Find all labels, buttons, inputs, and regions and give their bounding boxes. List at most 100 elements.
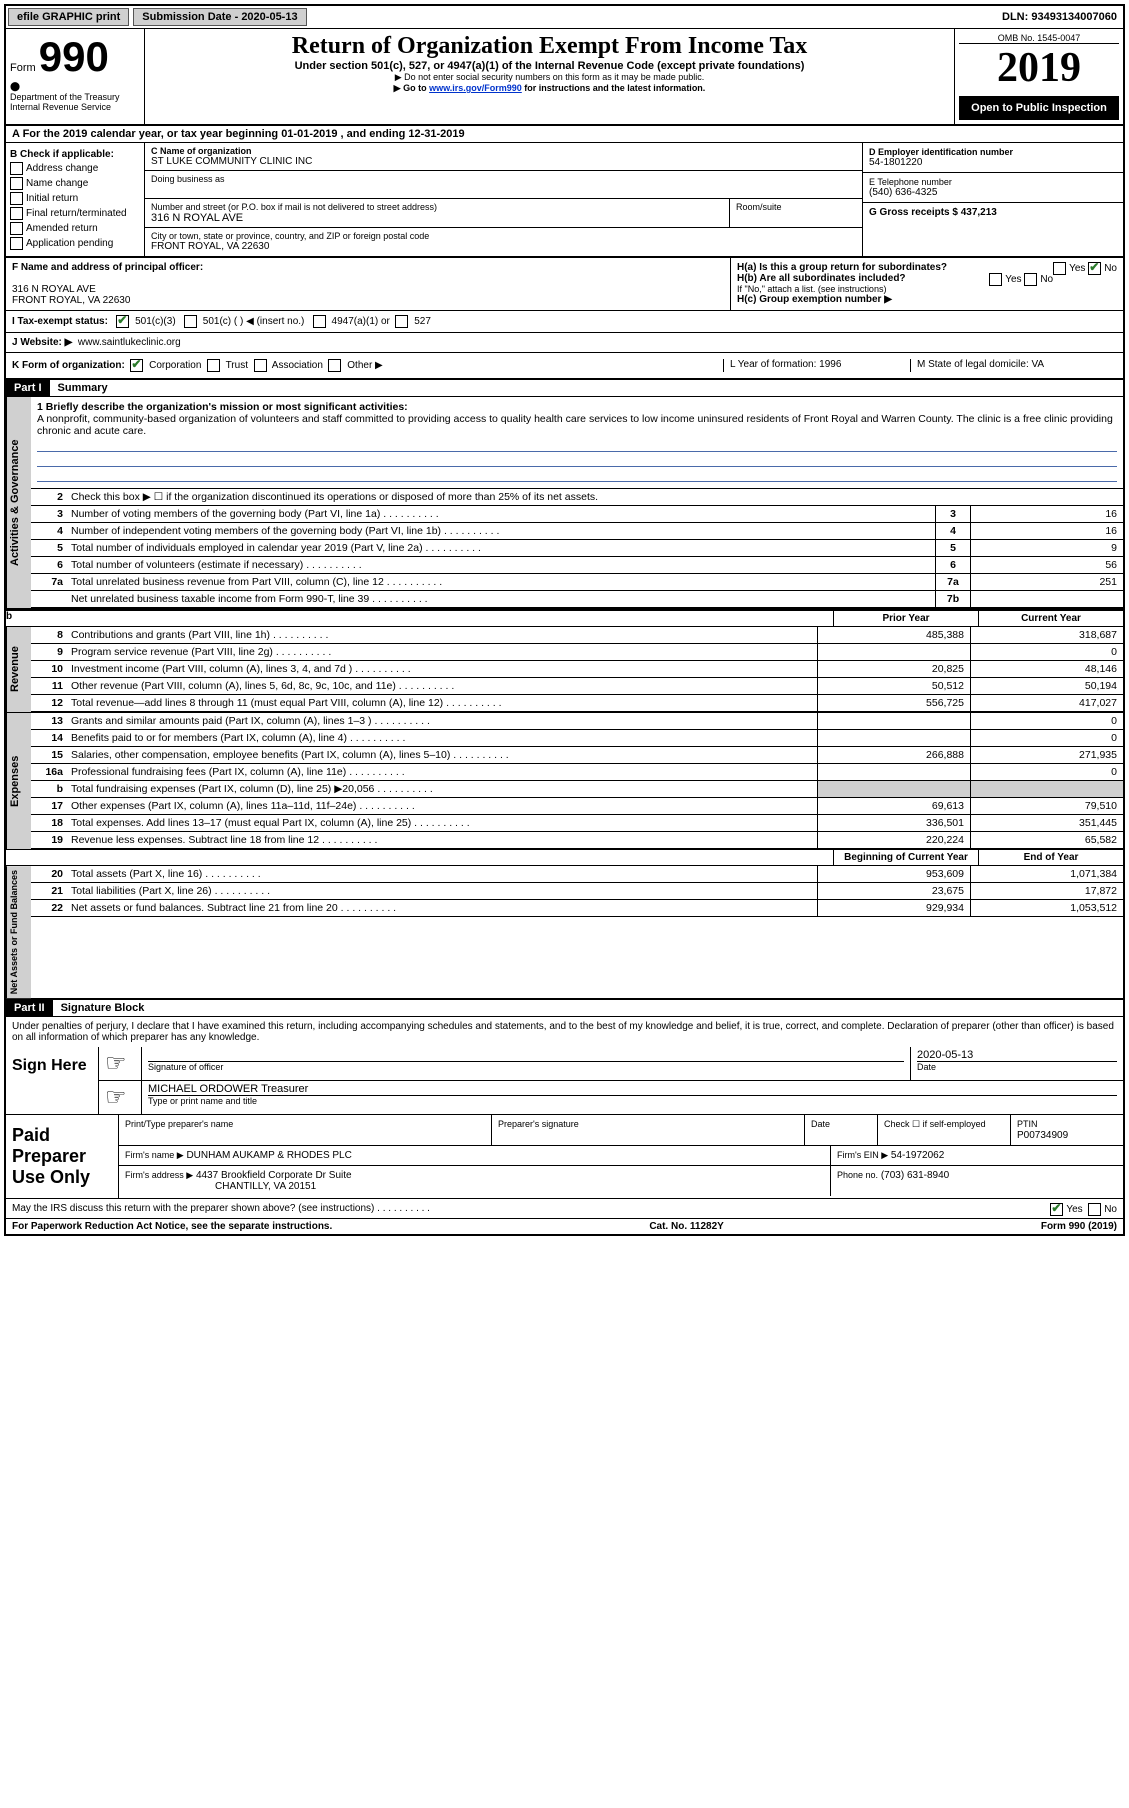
ein-value: 54-1801220 <box>869 157 1117 168</box>
page-footer: For Paperwork Reduction Act Notice, see … <box>6 1219 1123 1234</box>
form-990-document: efile GRAPHIC print Submission Date - 20… <box>4 4 1125 1236</box>
form990-link[interactable]: www.irs.gov/Form990 <box>429 83 522 93</box>
footer-right: Form 990 (2019) <box>1041 1221 1117 1232</box>
boy-eoy-header: Beginning of Current Year End of Year <box>6 850 1123 866</box>
part1-header: Part I <box>6 380 50 396</box>
prep-date-label: Date <box>811 1119 830 1129</box>
section-a: A For the 2019 calendar year, or tax yea… <box>6 126 1123 143</box>
summary-line: 12 Total revenue—add lines 8 through 11 … <box>31 695 1123 712</box>
form-number: 990 <box>39 33 109 80</box>
summary-line: 4 Number of independent voting members o… <box>31 523 1123 540</box>
col-eoy: End of Year <box>978 850 1123 865</box>
mission-text: A nonprofit, community-based organizatio… <box>37 413 1117 437</box>
col-prior: Prior Year <box>833 611 978 626</box>
summary-line: 10 Investment income (Part VIII, column … <box>31 661 1123 678</box>
summary-line: 19 Revenue less expenses. Subtract line … <box>31 832 1123 849</box>
sign-here-row: Sign Here ☞ Signature of officer 2020-05… <box>6 1047 1123 1115</box>
opt-527: 527 <box>414 316 431 327</box>
prep-sig-label: Preparer's signature <box>498 1119 579 1129</box>
section-f: F Name and address of principal officer:… <box>6 258 730 310</box>
ha-yes[interactable] <box>1053 262 1066 275</box>
section-l: L Year of formation: 1996 <box>723 359 910 372</box>
checkbox-pending[interactable] <box>10 237 23 250</box>
irs-label: Internal Revenue Service <box>10 102 140 112</box>
prep-name-label: Print/Type preparer's name <box>125 1119 233 1129</box>
ck-assoc[interactable] <box>254 359 267 372</box>
opt-corp: Corporation <box>149 360 201 371</box>
officer-label: F Name and address of principal officer: <box>12 262 724 273</box>
efile-print-button[interactable]: efile GRAPHIC print <box>8 8 129 26</box>
form-subtitle: Under section 501(c), 527, or 4947(a)(1)… <box>149 60 950 72</box>
section-j: J Website: ▶ www.saintlukeclinic.org <box>6 333 1123 353</box>
ck-other[interactable] <box>328 359 341 372</box>
paid-preparer-row: Paid Preparer Use Only Print/Type prepar… <box>6 1115 1123 1199</box>
governance-section: Activities & Governance 1 Briefly descri… <box>6 397 1123 610</box>
ck-527[interactable] <box>395 315 408 328</box>
dln-label: DLN: 93493134007060 <box>1002 11 1123 23</box>
ck-corp[interactable] <box>130 359 143 372</box>
discuss-no[interactable] <box>1088 1203 1101 1216</box>
netassets-section: Net Assets or Fund Balances 20 Total ass… <box>6 866 1123 1000</box>
phone-value: (540) 636-4325 <box>869 187 1117 198</box>
ck-trust[interactable] <box>207 359 220 372</box>
opt-other: Other ▶ <box>347 360 382 371</box>
street-value: 316 N ROYAL AVE <box>151 212 723 224</box>
firm-addr1: 4437 Brookfield Corporate Dr Suite <box>196 1170 352 1181</box>
summary-line: Net unrelated business taxable income fr… <box>31 591 1123 608</box>
summary-line: 6 Total number of volunteers (estimate i… <box>31 557 1123 574</box>
opt-initial: Initial return <box>26 193 78 204</box>
note-goto-pre: ▶ Go to <box>394 83 429 93</box>
firm-ein-value: 54-1972062 <box>891 1150 944 1161</box>
sig-date-value: 2020-05-13 <box>917 1049 1117 1061</box>
phone-label: E Telephone number <box>869 177 1117 187</box>
checkbox-amended[interactable] <box>10 222 23 235</box>
summary-line: 16a Professional fundraising fees (Part … <box>31 764 1123 781</box>
checkbox-initial-return[interactable] <box>10 192 23 205</box>
check-self-label: Check ☐ if self-employed <box>884 1119 986 1129</box>
hb-no[interactable] <box>1024 273 1037 286</box>
summary-line: 14 Benefits paid to or for members (Part… <box>31 730 1123 747</box>
summary-line: 18 Total expenses. Add lines 13–17 (must… <box>31 815 1123 832</box>
opt-address: Address change <box>26 163 98 174</box>
discuss-text: May the IRS discuss this return with the… <box>12 1203 374 1214</box>
note-ssn: ▶ Do not enter social security numbers o… <box>149 72 950 83</box>
firm-addr-label: Firm's address ▶ <box>125 1170 193 1180</box>
checkbox-address-change[interactable] <box>10 162 23 175</box>
opt-final: Final return/terminated <box>26 208 127 219</box>
ha-no[interactable] <box>1088 262 1101 275</box>
checkbox-final-return[interactable] <box>10 207 23 220</box>
yes-label: Yes <box>1066 1204 1082 1215</box>
section-c: C Name of organization ST LUKE COMMUNITY… <box>145 143 862 256</box>
sig-date-label: Date <box>917 1061 1117 1072</box>
note-goto-post: for instructions and the latest informat… <box>522 83 706 93</box>
officer-name-value: MICHAEL ORDOWER Treasurer <box>148 1083 1117 1095</box>
submission-date-button[interactable]: Submission Date - 2020-05-13 <box>133 8 306 26</box>
sections-b-through-g: B Check if applicable: Address change Na… <box>6 143 1123 258</box>
revenue-section: Revenue 8 Contributions and grants (Part… <box>6 627 1123 713</box>
summary-line: b Total fundraising expenses (Part IX, c… <box>31 781 1123 798</box>
dba-label: Doing business as <box>151 174 856 184</box>
section-i: I Tax-exempt status: 501(c)(3) 501(c) ( … <box>6 311 1123 333</box>
expenses-section: Expenses 13 Grants and similar amounts p… <box>6 713 1123 850</box>
ck-501c[interactable] <box>184 315 197 328</box>
discuss-yes[interactable] <box>1050 1203 1063 1216</box>
summary-line: 17 Other expenses (Part IX, column (A), … <box>31 798 1123 815</box>
checkbox-name-change[interactable] <box>10 177 23 190</box>
section-h: H(a) Is this a group return for subordin… <box>730 258 1123 310</box>
ck-4947[interactable] <box>313 315 326 328</box>
officer-addr2: FRONT ROYAL, VA 22630 <box>12 295 724 306</box>
hb-yes[interactable] <box>989 273 1002 286</box>
officer-name-label: Type or print name and title <box>148 1095 1117 1106</box>
form-label: Form <box>10 62 36 74</box>
header-left: Form 990 ⬤ Department of the Treasury In… <box>6 29 145 124</box>
org-name: ST LUKE COMMUNITY CLINIC INC <box>151 156 856 167</box>
ck-501c3[interactable] <box>116 315 129 328</box>
opt-4947: 4947(a)(1) or <box>332 316 390 327</box>
form-title: Return of Organization Exempt From Incom… <box>149 33 950 60</box>
officer-addr1: 316 N ROYAL AVE <box>12 284 724 295</box>
vlabel-expenses: Expenses <box>6 713 31 849</box>
firm-ein-label: Firm's EIN ▶ <box>837 1150 888 1160</box>
footer-center: Cat. No. 11282Y <box>332 1221 1041 1232</box>
top-toolbar: efile GRAPHIC print Submission Date - 20… <box>6 6 1123 29</box>
footer-left: For Paperwork Reduction Act Notice, see … <box>12 1221 332 1232</box>
